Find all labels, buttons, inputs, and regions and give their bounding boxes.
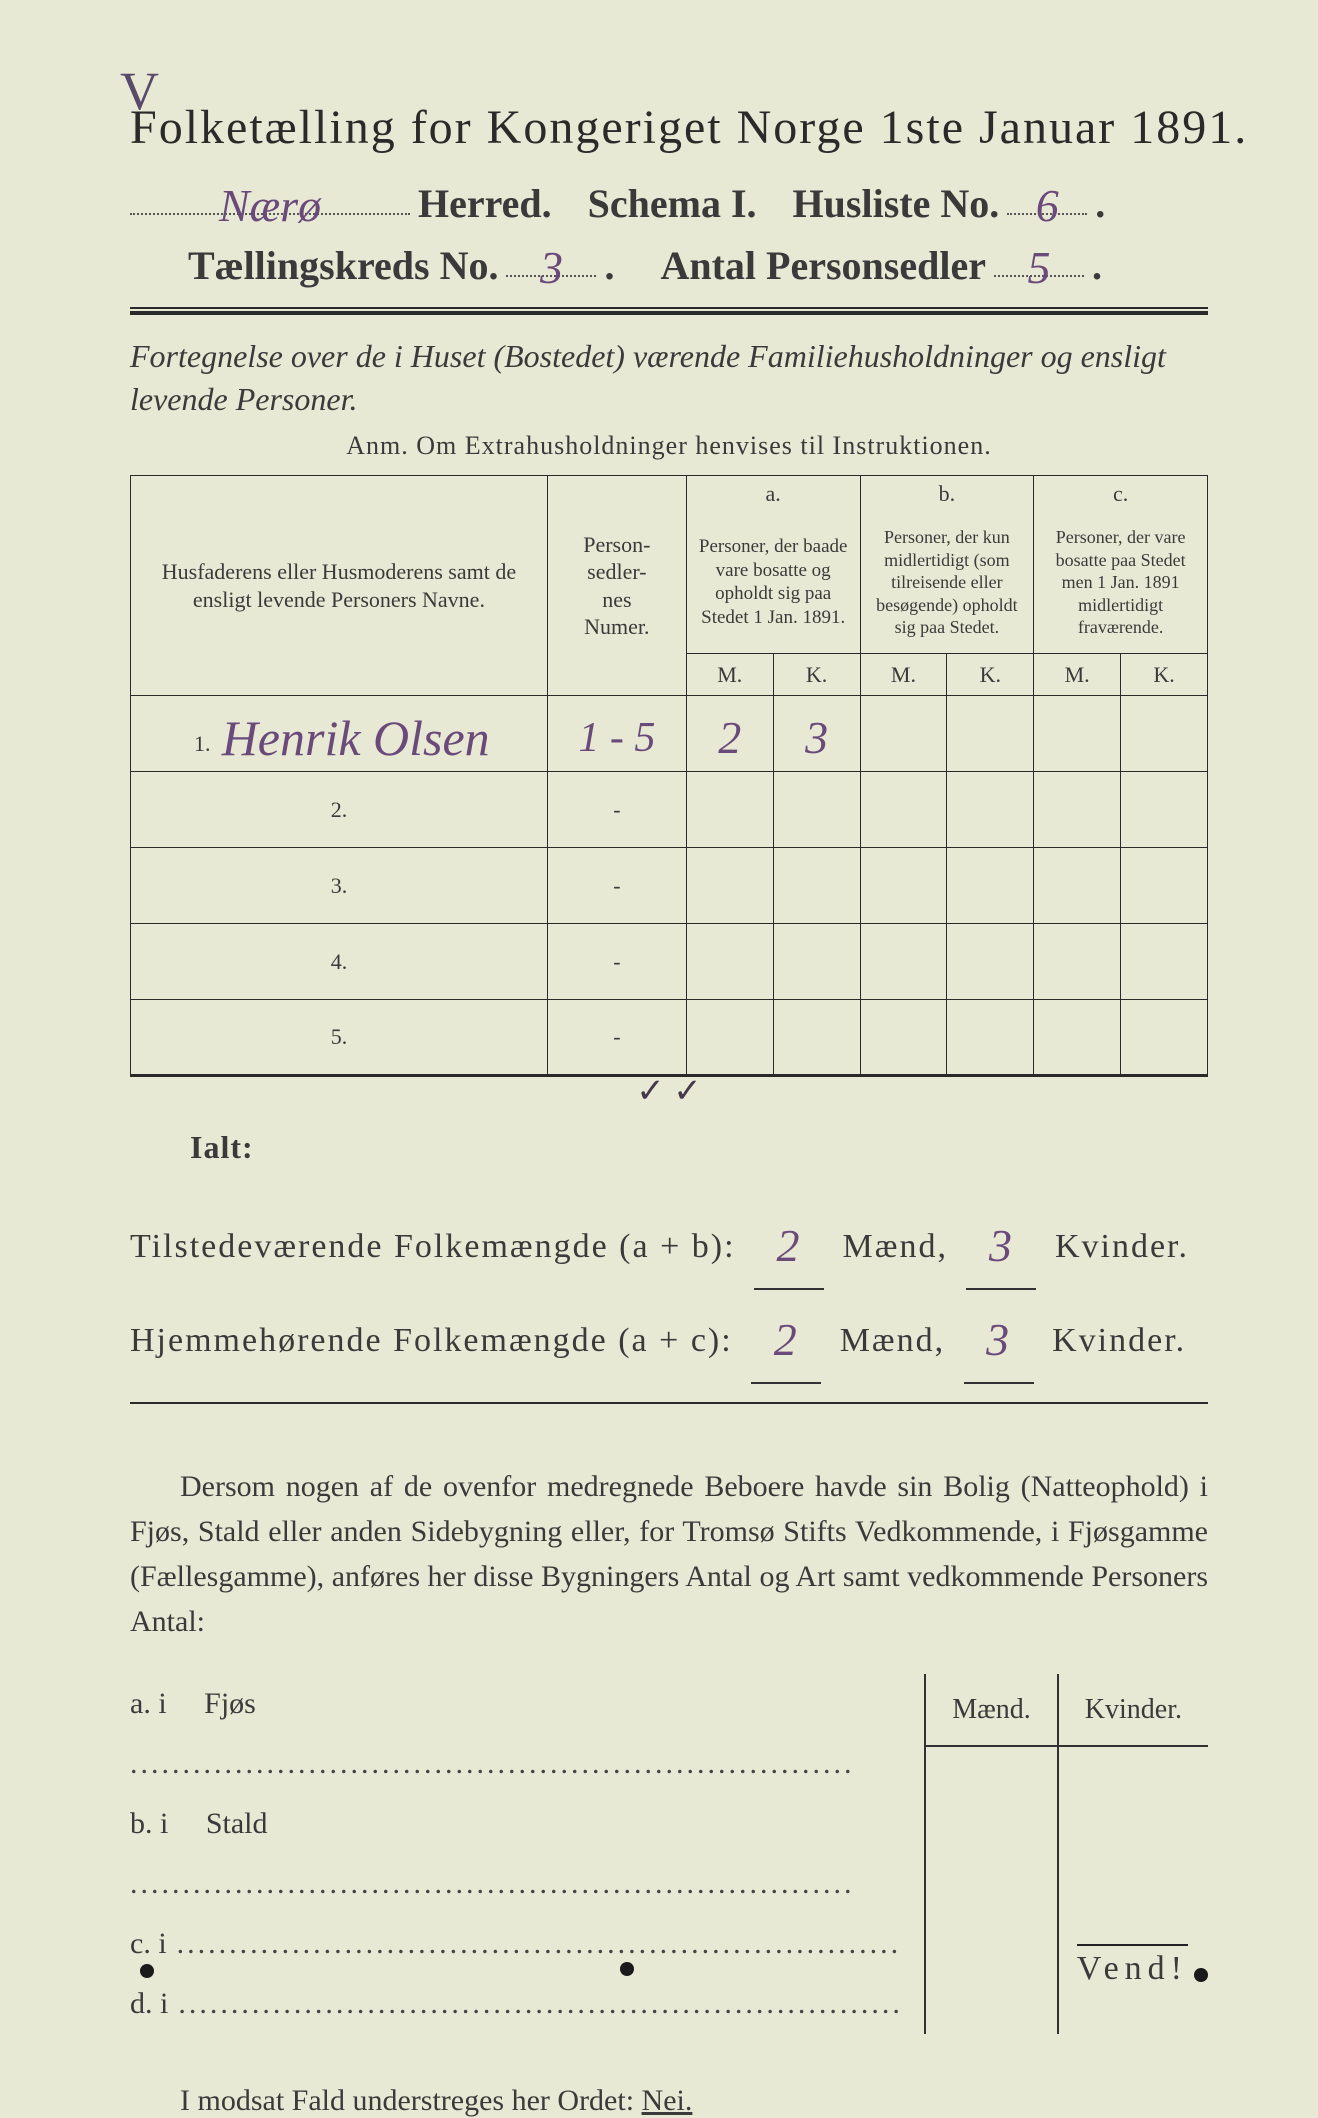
cell (947, 696, 1034, 772)
header-line-2: Nærø Herred. Schema I. Husliste No. 6 . (130, 175, 1208, 227)
antal-dot: . (1092, 242, 1102, 289)
page-title: Folketælling for Kongeriget Norge 1ste J… (130, 100, 1208, 155)
sum1-end: Kvinder. (1055, 1228, 1189, 1265)
anm-text: Anm. Om Extrahusholdninger henvises til … (130, 431, 1208, 461)
herred-label: Herred. (418, 180, 552, 227)
th-a: Personer, der baade vare bosatte og opho… (686, 512, 860, 653)
table-row: 3. - (131, 848, 1208, 924)
th-c-top: c. (1034, 476, 1208, 512)
kreds-label: Tællingskreds No. (188, 242, 498, 289)
rule (130, 1402, 1208, 1404)
sum2-end: Kvinder. (1052, 1322, 1186, 1359)
table-row: 5. - (131, 1000, 1208, 1076)
nei-line: I modsat Fald understreges her Ordet: Ne… (130, 2084, 1208, 2118)
th-b-k: K. (947, 653, 1034, 696)
person-name: Henrik Olsen (222, 710, 490, 766)
antal-value: 5 (1027, 242, 1050, 293)
cell: 3 (805, 712, 828, 763)
table-row: 1. Henrik Olsen 1 - 5 2 3 (131, 696, 1208, 772)
outbuilding-block: a. i Fjøs b. i Stald c. i d. i Mænd.Kvin… (130, 1674, 1208, 2034)
table-row: 2. - (131, 772, 1208, 848)
li-key: a. i (130, 1687, 167, 1720)
sum2-k: 3 (986, 1314, 1011, 1365)
ink-blot (620, 1962, 634, 1976)
cell: 2 (718, 712, 741, 763)
cell (1121, 696, 1208, 772)
th-b-m: M. (860, 653, 947, 696)
husliste-dot: . (1095, 180, 1105, 227)
th-a-top: a. (686, 476, 860, 512)
ialt-label: Ialt: (190, 1129, 1208, 1166)
th-num: Person- sedler- nes Numer. (547, 476, 686, 696)
cell: - (547, 1000, 686, 1076)
li-key: d. i (130, 1987, 168, 2020)
husliste-label: Husliste No. (793, 180, 1000, 227)
sum2-label: Hjemmehørende Folkemængde (a + c): (130, 1307, 733, 1375)
li-key: c. i (130, 1927, 167, 1960)
th-b-top: b. (860, 476, 1034, 512)
th-name: Husfaderens eller Husmoderens samt de en… (131, 476, 548, 696)
table-row: 4. - (131, 924, 1208, 1000)
cell: - (547, 924, 686, 1000)
sum1-k: 3 (989, 1220, 1014, 1271)
outbuilding-paragraph: Dersom nogen af de ovenfor medregnede Be… (130, 1464, 1208, 1644)
th-c-k: K. (1121, 653, 1208, 696)
th-b: Personer, der kun midlertidigt (som tilr… (860, 512, 1034, 653)
cell (860, 696, 947, 772)
ink-blot (1194, 1968, 1208, 1982)
mk-m: Mænd. (925, 1674, 1058, 1746)
th-c-m: M. (1034, 653, 1121, 696)
row-num: 4. (325, 949, 353, 975)
antal-label: Antal Personsedler (660, 242, 986, 289)
sum1-label: Tilstedeværende Folkemængde (a + b): (130, 1213, 736, 1281)
summary-block: Tilstedeværende Folkemængde (a + b): 2 M… (130, 1196, 1208, 1384)
li-key: b. i (130, 1807, 168, 1840)
cell (1034, 696, 1121, 772)
kreds-dot: . (604, 242, 614, 289)
th-c: Personer, der vare bosatte paa Stedet me… (1034, 512, 1208, 653)
outbuilding-list: a. i Fjøs b. i Stald c. i d. i (130, 1674, 904, 2034)
husliste-value: 6 (1036, 180, 1059, 231)
th-a-k: K. (773, 653, 860, 696)
cell: 1 - 5 (578, 715, 655, 761)
row-num: 5. (325, 1024, 353, 1050)
li-val: Stald (206, 1807, 268, 1840)
rule (130, 307, 1208, 309)
nei-word: Nei. (642, 2084, 693, 2117)
sum2-mid: Mænd, (840, 1322, 945, 1359)
rule-thick (130, 311, 1208, 315)
ink-blot (140, 1964, 154, 1978)
corner-mark: V (120, 60, 159, 122)
sum1-mid: Mænd, (843, 1228, 948, 1265)
sum1-m: 2 (777, 1220, 802, 1271)
kreds-value: 3 (540, 242, 563, 293)
tally-ticks: ✓ ✓ (130, 1071, 1208, 1111)
li-val: Fjøs (204, 1687, 256, 1720)
intro-text: Fortegnelse over de i Huset (Bostedet) v… (130, 335, 1208, 421)
mk-k: Kvinder. (1058, 1674, 1208, 1746)
sum2-m: 2 (774, 1314, 799, 1365)
row-num: 2. (325, 797, 353, 823)
nei-text: I modsat Fald understreges her Ordet: (180, 2084, 634, 2117)
herred-value: Nærø (219, 180, 321, 231)
header-line-3: Tællingskreds No. 3 . Antal Personsedler… (130, 237, 1208, 289)
cell: - (547, 772, 686, 848)
census-form-page: V Folketælling for Kongeriget Norge 1ste… (0, 0, 1318, 2048)
schema-label: Schema I. (588, 180, 757, 227)
vend-label: Vend! (1077, 1944, 1188, 1988)
row-num: 3. (325, 873, 353, 899)
th-a-m: M. (686, 653, 773, 696)
row-num: 1. (188, 731, 216, 757)
cell: - (547, 848, 686, 924)
household-table: Husfaderens eller Husmoderens samt de en… (130, 475, 1208, 1077)
